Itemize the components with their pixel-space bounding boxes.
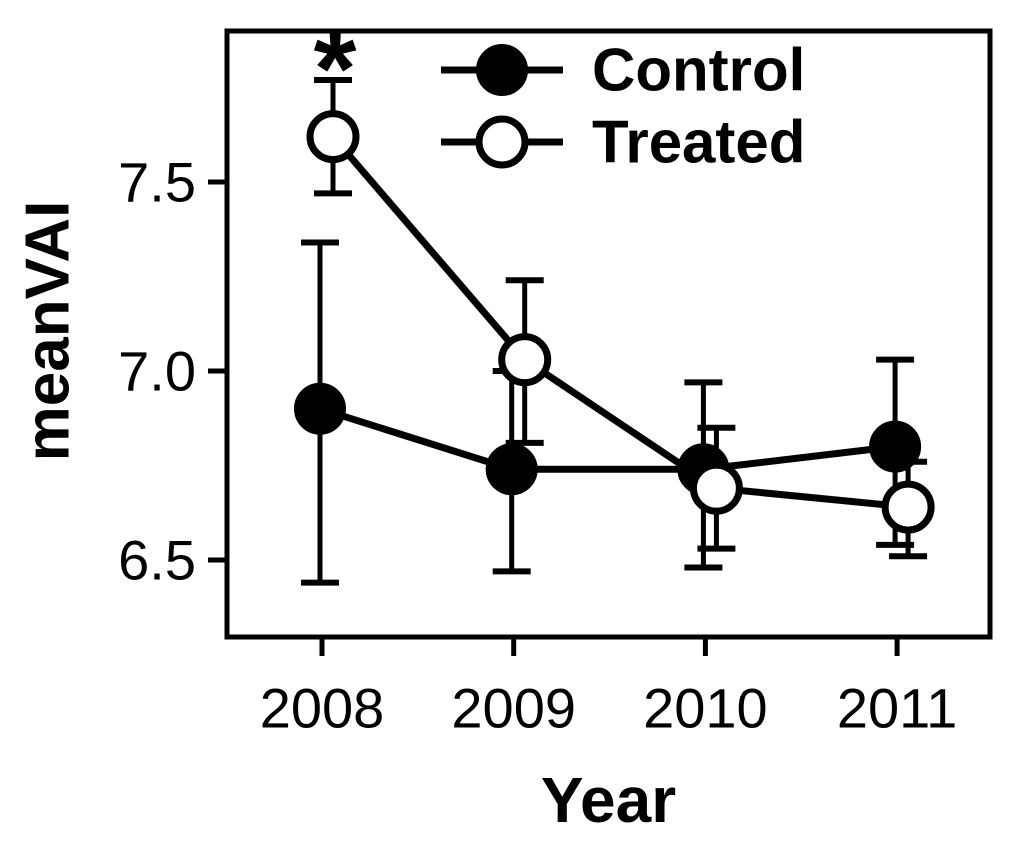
- data-point-control-2008: [294, 382, 346, 435]
- y-axis-tick-label: 6.5: [118, 529, 196, 592]
- data-point-treated-2009: [498, 333, 552, 387]
- x-axis-tick-label: 2008: [260, 677, 385, 740]
- legend-marker-treated: [475, 115, 529, 169]
- x-axis-tick-label: 2010: [643, 677, 768, 740]
- legend-label-treated: Treated: [592, 109, 805, 176]
- legend-label-control: Control: [592, 37, 805, 104]
- data-point-treated-2008: [306, 110, 360, 164]
- legend-marker-control: [476, 44, 528, 96]
- data-point-treated-2010: [689, 461, 743, 515]
- series-line-treated: [330, 134, 909, 511]
- significance-asterisk: *: [314, 8, 357, 131]
- x-axis-title: Year: [541, 764, 676, 836]
- series-line-control: [318, 405, 896, 473]
- x-axis-tick-label: 2009: [451, 677, 576, 740]
- y-axis-tick-label: 7.0: [118, 340, 196, 403]
- x-axis-tick-label: 2011: [837, 677, 957, 740]
- y-axis-tick-label: 7.5: [118, 151, 196, 214]
- data-point-treated-2011: [881, 480, 935, 534]
- y-axis-title: meanVAI: [14, 201, 83, 462]
- data-point-control-2009: [485, 443, 538, 496]
- data-point-control-2011: [869, 420, 922, 473]
